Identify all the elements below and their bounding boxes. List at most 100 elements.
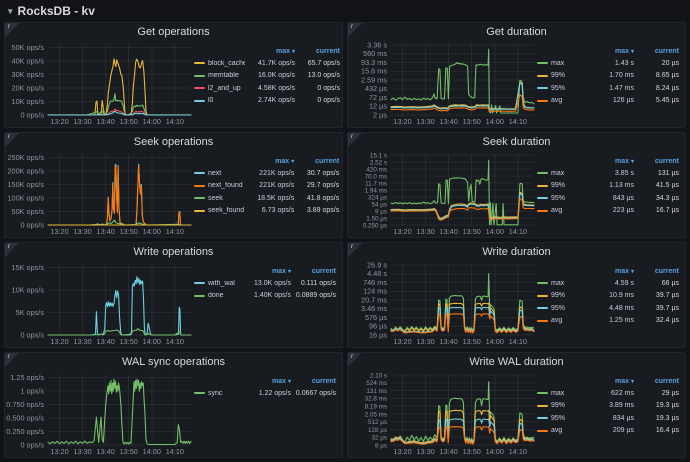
dashboard-row-header[interactable]: ▾ RocksDB - kv bbox=[0, 0, 690, 20]
legend-sort-current[interactable]: current bbox=[654, 267, 679, 275]
legend-sort-current[interactable]: current bbox=[311, 377, 336, 385]
y-tick-label: 15K ops/s bbox=[12, 263, 45, 272]
legend-series-swatch bbox=[194, 62, 205, 65]
legend-item: 95% 4.48 ms 39.7 µs bbox=[537, 302, 679, 315]
legend-series-name[interactable]: 95% bbox=[551, 414, 566, 422]
panel-title[interactable]: Write WAL duration bbox=[469, 356, 564, 368]
legend-series-name[interactable]: seek bbox=[208, 194, 223, 202]
legend-current-value: 66 µs bbox=[661, 279, 679, 287]
y-tick-label: 70.0 ms bbox=[365, 173, 387, 180]
legend-sort-current[interactable]: current bbox=[654, 377, 679, 385]
legend-series-name[interactable]: memtable bbox=[208, 72, 239, 80]
panel-info-icon[interactable]: i bbox=[348, 23, 362, 37]
legend-series-name[interactable]: seek_found bbox=[208, 207, 245, 215]
legend-series-name[interactable]: 99% bbox=[551, 182, 566, 190]
legend-item: block_cache 41.7K ops/s 65.7 ops/s bbox=[194, 57, 340, 70]
panel-write-operations: i Write operations 0 ops/s 5K ops/s 10K op… bbox=[4, 242, 343, 348]
panel-info-icon[interactable]: i bbox=[348, 353, 362, 367]
x-tick-label: 14:10 bbox=[509, 447, 527, 456]
x-tick-label: 13:30 bbox=[73, 227, 91, 236]
legend-max-value: 13.0K ops/s bbox=[254, 279, 291, 287]
legend-series-name[interactable]: 99% bbox=[551, 72, 566, 80]
legend-series-name[interactable]: next_found bbox=[208, 182, 243, 190]
x-tick-label: 13:50 bbox=[463, 227, 481, 236]
panel-title[interactable]: Write duration bbox=[482, 246, 551, 258]
y-tick-label: 432 µs bbox=[365, 84, 387, 93]
legend-series-name[interactable]: avg bbox=[551, 97, 563, 105]
panel-info-icon[interactable]: i bbox=[5, 353, 19, 367]
info-i-glyph: i bbox=[351, 133, 353, 140]
legend-sort-current[interactable]: current bbox=[654, 47, 679, 55]
legend-series-name[interactable]: avg bbox=[551, 317, 563, 325]
legend-series-name[interactable]: sync bbox=[208, 389, 223, 397]
legend-series-name[interactable]: max bbox=[551, 59, 565, 67]
legend-item: next_found 221K ops/s 29.7 ops/s bbox=[194, 180, 339, 193]
legend-series-name[interactable]: done bbox=[208, 292, 224, 300]
panel-title[interactable]: Seek operations bbox=[133, 136, 214, 148]
legend-sort-current[interactable]: current bbox=[311, 267, 336, 275]
info-i-glyph: i bbox=[351, 23, 353, 30]
legend-series-name[interactable]: 99% bbox=[551, 402, 566, 410]
panel-title[interactable]: Seek duration bbox=[482, 136, 551, 148]
legend-series-name[interactable]: with_wal bbox=[208, 279, 235, 287]
panel-info-icon[interactable]: i bbox=[348, 243, 362, 257]
y-tick-label: 0.250 ops/s bbox=[6, 427, 44, 436]
panel-info-icon[interactable]: i bbox=[5, 243, 19, 257]
panel-title[interactable]: Get operations bbox=[137, 26, 210, 38]
legend-series-name[interactable]: l0 bbox=[208, 97, 214, 105]
legend-series-swatch bbox=[194, 392, 205, 395]
panel-title[interactable]: Write operations bbox=[133, 246, 214, 258]
legend-sort-max[interactable]: max ▾ bbox=[614, 377, 634, 385]
panel-info-icon[interactable]: i bbox=[5, 23, 19, 37]
panel-seek-operations: i Seek operations 0 ops/s 50K ops/s 100K o… bbox=[4, 132, 343, 238]
legend-max-value: 4.48 ms bbox=[609, 304, 634, 312]
y-tick-label: 746 ms bbox=[363, 278, 387, 287]
legend-series-name[interactable]: 95% bbox=[551, 84, 566, 92]
legend-series-name[interactable]: avg bbox=[551, 207, 563, 215]
panel-title[interactable]: Get duration bbox=[486, 26, 547, 38]
legend-series-name[interactable]: avg bbox=[551, 427, 563, 435]
legend-series-name[interactable]: max bbox=[551, 389, 565, 397]
x-tick-label: 13:20 bbox=[393, 227, 411, 236]
legend-sort-current[interactable]: current bbox=[654, 157, 679, 165]
legend-series-name[interactable]: l2_and_up bbox=[208, 84, 241, 92]
legend-series-swatch bbox=[194, 294, 205, 297]
legend-sort-max[interactable]: max ▾ bbox=[614, 157, 634, 165]
legend-series-name[interactable]: max bbox=[551, 169, 565, 177]
legend-series-name[interactable]: 99% bbox=[551, 292, 566, 300]
legend-sort-max[interactable]: max ▾ bbox=[614, 267, 634, 275]
legend-max-value: 6.73 ops/s bbox=[261, 207, 295, 215]
x-tick-label: 13:50 bbox=[120, 117, 138, 126]
y-tick-label: 2.52 s bbox=[370, 159, 387, 166]
legend-sort-max[interactable]: max ▾ bbox=[271, 267, 291, 275]
legend-sort-max[interactable]: max ▾ bbox=[614, 47, 634, 55]
legend-series-swatch bbox=[194, 209, 205, 212]
y-tick-label: 93.3 ms bbox=[361, 58, 387, 67]
legend-series-name[interactable]: next bbox=[208, 169, 222, 177]
y-tick-label: 150K ops/s bbox=[7, 180, 44, 189]
y-tick-label: 26.9 s bbox=[367, 261, 387, 269]
legend-series-name[interactable]: 95% bbox=[551, 304, 566, 312]
y-tick-label: 0 ops/s bbox=[20, 440, 44, 449]
panel-title[interactable]: WAL sync operations bbox=[121, 356, 226, 368]
legend-series-name[interactable]: block_cache bbox=[208, 59, 245, 67]
legend-current-value: 0.111 ops/s bbox=[300, 279, 336, 287]
legend-current-value: 131 µs bbox=[657, 169, 679, 177]
x-tick-label: 13:30 bbox=[73, 447, 91, 456]
panel-info-icon[interactable]: i bbox=[348, 133, 362, 147]
legend-sort-current[interactable]: current bbox=[315, 47, 340, 55]
legend-sort-max[interactable]: max ▾ bbox=[275, 47, 295, 55]
legend-sort-max[interactable]: max ▾ bbox=[275, 157, 295, 165]
panel-info-icon[interactable]: i bbox=[5, 133, 19, 147]
series-line-sync bbox=[47, 378, 192, 446]
legend-sort-max[interactable]: max ▾ bbox=[271, 377, 291, 385]
panel-legend: max ▾ current next 221K ops/s 30.7 ops/s nex… bbox=[194, 151, 342, 237]
legend-series-name[interactable]: 95% bbox=[551, 194, 566, 202]
legend-sort-current[interactable]: current bbox=[315, 157, 340, 165]
legend-series-name[interactable]: max bbox=[551, 279, 565, 287]
legend-series-swatch bbox=[537, 429, 548, 432]
x-tick-label: 13:40 bbox=[440, 117, 458, 126]
dashboard-panel-grid: i Get operations 0 ops/s 10K ops/s 20K ops… bbox=[0, 20, 690, 462]
